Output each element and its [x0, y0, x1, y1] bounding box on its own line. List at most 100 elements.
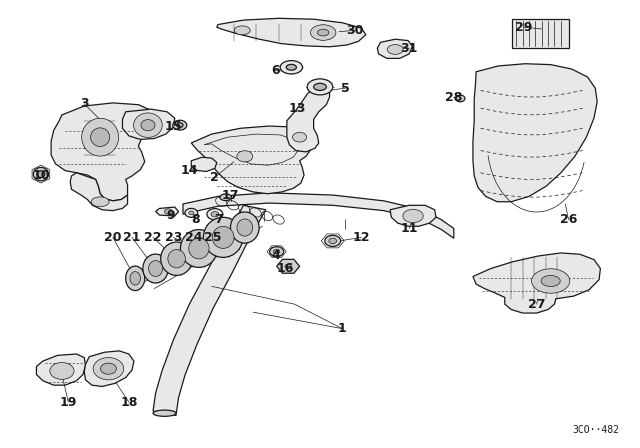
- Text: 21: 21: [124, 231, 141, 244]
- Ellipse shape: [177, 123, 183, 127]
- Text: 31: 31: [401, 42, 418, 55]
- Ellipse shape: [280, 60, 303, 74]
- Ellipse shape: [37, 171, 45, 177]
- Polygon shape: [51, 103, 157, 201]
- Text: 30: 30: [346, 24, 364, 37]
- Text: 12: 12: [353, 231, 370, 244]
- Text: 9: 9: [166, 209, 175, 222]
- Ellipse shape: [50, 362, 74, 379]
- Ellipse shape: [314, 83, 326, 90]
- Ellipse shape: [387, 44, 403, 54]
- Text: 4: 4: [271, 249, 280, 262]
- Ellipse shape: [237, 219, 253, 236]
- Ellipse shape: [317, 29, 329, 36]
- Text: 14: 14: [180, 164, 198, 177]
- Ellipse shape: [82, 118, 118, 156]
- Ellipse shape: [134, 113, 163, 138]
- Polygon shape: [378, 39, 412, 58]
- Text: 17: 17: [222, 189, 239, 202]
- Ellipse shape: [211, 211, 219, 217]
- Text: 15: 15: [164, 120, 182, 133]
- Text: 6: 6: [271, 64, 280, 77]
- Polygon shape: [156, 207, 179, 216]
- Text: 28: 28: [445, 90, 463, 103]
- Text: 7: 7: [214, 213, 223, 226]
- Ellipse shape: [180, 229, 218, 267]
- Text: 29: 29: [515, 21, 532, 34]
- Ellipse shape: [212, 226, 234, 248]
- Bar: [513, 19, 568, 48]
- Ellipse shape: [153, 410, 176, 416]
- Ellipse shape: [161, 242, 193, 276]
- Ellipse shape: [207, 209, 223, 220]
- Text: 3: 3: [80, 97, 88, 110]
- Polygon shape: [390, 205, 436, 226]
- Polygon shape: [473, 64, 597, 202]
- Ellipse shape: [541, 276, 560, 287]
- Polygon shape: [153, 205, 266, 415]
- Polygon shape: [70, 173, 127, 211]
- Text: 23: 23: [164, 231, 182, 244]
- Ellipse shape: [91, 128, 109, 146]
- Text: 11: 11: [401, 222, 418, 235]
- Ellipse shape: [185, 208, 198, 217]
- Ellipse shape: [164, 209, 172, 214]
- Ellipse shape: [148, 261, 163, 276]
- Ellipse shape: [93, 358, 124, 380]
- Ellipse shape: [532, 269, 570, 293]
- Ellipse shape: [130, 271, 140, 285]
- Ellipse shape: [292, 132, 307, 142]
- Ellipse shape: [168, 250, 186, 268]
- Polygon shape: [191, 157, 217, 172]
- Polygon shape: [473, 253, 600, 313]
- Text: 5: 5: [341, 82, 350, 95]
- Text: 18: 18: [120, 396, 138, 409]
- Ellipse shape: [189, 211, 194, 215]
- Polygon shape: [84, 351, 134, 387]
- Ellipse shape: [125, 266, 145, 291]
- Ellipse shape: [307, 79, 333, 95]
- Text: 19: 19: [60, 396, 77, 409]
- Polygon shape: [191, 126, 314, 194]
- Ellipse shape: [230, 212, 259, 243]
- Ellipse shape: [273, 250, 280, 254]
- Ellipse shape: [269, 247, 284, 257]
- Ellipse shape: [310, 25, 336, 40]
- Polygon shape: [122, 109, 175, 139]
- Polygon shape: [287, 85, 330, 152]
- Ellipse shape: [100, 363, 116, 374]
- Polygon shape: [276, 259, 300, 273]
- Text: 25: 25: [204, 231, 221, 244]
- Polygon shape: [217, 18, 366, 47]
- Text: 2: 2: [211, 171, 220, 184]
- Text: 27: 27: [528, 297, 545, 310]
- Text: 13: 13: [289, 102, 307, 115]
- Ellipse shape: [324, 235, 340, 246]
- Text: 20: 20: [104, 231, 122, 244]
- Ellipse shape: [285, 264, 291, 268]
- Text: 1: 1: [338, 322, 347, 335]
- Ellipse shape: [204, 217, 243, 258]
- Text: 24: 24: [185, 231, 203, 244]
- Ellipse shape: [329, 238, 337, 244]
- Text: 22: 22: [144, 231, 162, 244]
- Ellipse shape: [234, 26, 250, 35]
- Ellipse shape: [237, 151, 253, 162]
- Polygon shape: [36, 354, 86, 385]
- Text: 16: 16: [276, 262, 294, 275]
- Polygon shape: [183, 193, 454, 238]
- Ellipse shape: [220, 194, 232, 201]
- Ellipse shape: [33, 168, 49, 181]
- Text: 10: 10: [32, 168, 50, 181]
- Ellipse shape: [141, 120, 155, 131]
- Text: 3CO··482: 3CO··482: [573, 425, 620, 435]
- Ellipse shape: [173, 120, 187, 130]
- Text: 8: 8: [191, 213, 200, 226]
- Ellipse shape: [286, 65, 296, 70]
- Ellipse shape: [143, 254, 168, 283]
- Text: 26: 26: [560, 213, 577, 226]
- Ellipse shape: [456, 95, 465, 102]
- Ellipse shape: [403, 209, 423, 223]
- Ellipse shape: [189, 238, 209, 259]
- Ellipse shape: [92, 197, 109, 207]
